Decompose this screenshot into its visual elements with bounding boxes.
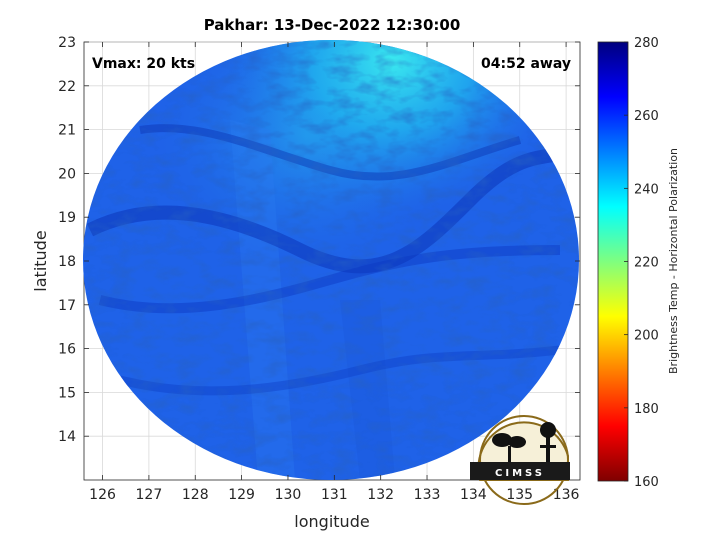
y-axis-title: latitude	[31, 230, 50, 291]
time-away-annotation: 04:52 away	[481, 56, 571, 72]
colorbar-tick-label: 200	[634, 329, 659, 344]
cimss-logo: CIMSS	[470, 415, 570, 505]
colorbar-tick-label: 160	[634, 475, 659, 490]
y-tick-label: 17	[58, 298, 76, 314]
y-tick-label: 22	[58, 79, 76, 95]
x-tick-label: 133	[414, 487, 441, 503]
logo-text: CIMSS	[495, 468, 545, 479]
y-tick-label: 18	[58, 254, 76, 270]
x-tick-label: 126	[89, 487, 116, 503]
x-tick-label: 127	[136, 487, 163, 503]
x-tick-label: 136	[553, 487, 580, 503]
y-tick-label: 23	[58, 35, 76, 51]
x-tick-label: 130	[275, 487, 302, 503]
x-tick-labels: 126 127 128 129 130 131 132 133 134 135 136	[89, 487, 579, 503]
colorbar-tick-label: 240	[634, 182, 659, 197]
y-tick-label: 19	[58, 210, 76, 226]
x-tick-label: 131	[321, 487, 348, 503]
x-tick-label: 128	[182, 487, 209, 503]
x-axis-title: longitude	[294, 512, 369, 531]
y-tick-label: 20	[58, 166, 76, 182]
y-tick-labels: 14 15 16 17 18 19 20 21 22 23	[58, 35, 76, 445]
y-tick-label: 15	[58, 385, 76, 401]
colorbar-title: Brightness Temp - Horizontal Polarizatio…	[667, 148, 680, 374]
colorbar-ticks: 160 180 200 220 240 260 280	[624, 36, 659, 490]
x-tick-label: 132	[367, 487, 394, 503]
brightness-temp-image	[83, 40, 579, 480]
colorbar-tick-label: 220	[634, 256, 659, 271]
x-tick-label: 129	[228, 487, 255, 503]
colorbar-tick-label: 180	[634, 402, 659, 417]
y-tick-label: 16	[58, 342, 76, 358]
y-tick-label: 14	[58, 429, 76, 445]
vmax-annotation: Vmax: 20 kts	[92, 56, 195, 72]
y-tick-label: 21	[58, 123, 76, 139]
x-tick-label: 135	[506, 487, 533, 503]
plot-title: Pakhar: 13-Dec-2022 12:30:00	[204, 16, 461, 34]
colorbar-tick-label: 260	[634, 109, 659, 124]
colorbar	[597, 41, 629, 482]
colorbar-tick-label: 280	[634, 36, 659, 51]
x-tick-label: 134	[460, 487, 487, 503]
